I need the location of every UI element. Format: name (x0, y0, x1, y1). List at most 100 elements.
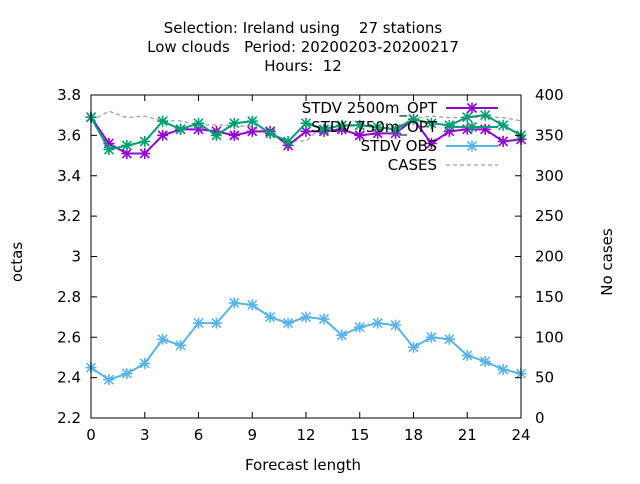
data-point (318, 313, 330, 325)
x-tick-label: 21 (458, 426, 477, 444)
data-point (210, 129, 222, 141)
data-point (103, 374, 115, 386)
data-point (390, 319, 402, 331)
data-point (461, 111, 473, 123)
data-point (246, 299, 258, 311)
data-point (264, 311, 276, 323)
data-point (497, 119, 509, 131)
data-point (246, 125, 258, 137)
data-point (479, 123, 491, 135)
data-point (282, 135, 294, 147)
data-point (175, 123, 187, 135)
x-tick-label: 18 (404, 426, 423, 444)
y-tick-label: 3.8 (57, 86, 81, 104)
legend-item: STDV 2500m_OPT (302, 99, 498, 118)
series-stdv-750m-opt (85, 109, 527, 156)
y-tick-label: 2.6 (57, 328, 81, 346)
data-point (246, 115, 258, 127)
chart-title: Selection: Ireland using 27 stationsLow … (147, 19, 459, 75)
y2-tick-label: 150 (535, 288, 564, 306)
legend-item: STDV OBS (361, 137, 498, 155)
y-tick-label: 3.2 (57, 207, 81, 225)
legend-marker (466, 121, 478, 133)
data-point (103, 144, 115, 156)
x-tick-label: 3 (140, 426, 150, 444)
data-point (479, 109, 491, 121)
data-point (408, 341, 419, 353)
plot-series (85, 109, 527, 386)
y-tick-label: 3.4 (57, 167, 81, 185)
legend-marker (466, 140, 478, 152)
data-point (390, 123, 402, 135)
data-point (300, 117, 312, 129)
y-tick-label: 2.4 (57, 369, 81, 387)
data-point (300, 311, 312, 323)
data-point (228, 117, 240, 129)
y-tick-label: 2.2 (57, 409, 81, 427)
y-tick-label: 3 (71, 248, 81, 266)
data-point (318, 123, 330, 135)
y-tick-label: 3.6 (57, 126, 81, 144)
y2-tick-label: 0 (535, 409, 545, 427)
data-point (157, 333, 169, 345)
x-tick-label: 0 (86, 426, 96, 444)
legend-label: STDV 2500m_OPT (302, 99, 438, 118)
y2-tick-label: 100 (535, 328, 564, 346)
y2-tick-label: 250 (535, 207, 564, 225)
y-axis-label: octas (8, 242, 26, 282)
data-point (443, 119, 455, 131)
x-axis-label: Forecast length (245, 456, 361, 474)
series-stdv-obs (85, 297, 527, 386)
data-point (228, 297, 240, 309)
data-point (497, 364, 509, 376)
data-point (443, 333, 455, 345)
data-point (461, 349, 473, 361)
series-line (90, 110, 522, 142)
data-point (354, 129, 366, 141)
data-point (336, 329, 348, 341)
data-point (372, 121, 384, 133)
legend-item: CASES (388, 156, 498, 174)
data-point (282, 317, 294, 329)
data-point (425, 331, 437, 343)
y2-tick-label: 400 (535, 86, 564, 104)
y-tick-label: 2.8 (57, 288, 81, 306)
legend-marker (466, 102, 478, 114)
series-cases (90, 110, 522, 142)
x-tick-label: 9 (247, 426, 257, 444)
data-point (139, 357, 151, 369)
legend-label: STDV OBS (361, 137, 437, 155)
data-point (157, 129, 169, 141)
chart-title-line: Low clouds Period: 20200203-20200217 (147, 38, 459, 56)
y2-tick-label: 300 (535, 167, 564, 185)
data-point (408, 113, 419, 125)
data-point (425, 117, 437, 129)
data-point (425, 137, 437, 149)
data-point (121, 139, 133, 151)
axes: 0 3 6 9 12 15 18 21 24 2.2 2.4 2.6 2.8 3 3.2 3.4 3.6 3.8 0… (57, 86, 564, 444)
data-point (139, 135, 151, 147)
data-point (175, 339, 187, 351)
data-point (497, 135, 509, 147)
y2-tick-label: 50 (535, 369, 554, 387)
data-point (121, 368, 133, 380)
legend-label: CASES (388, 156, 437, 174)
data-point (479, 355, 491, 367)
data-point (354, 119, 366, 131)
data-point (372, 317, 384, 329)
y2-axis-label: No cases (598, 228, 616, 296)
data-point (264, 127, 276, 139)
data-point (228, 129, 240, 141)
y2-tick-label: 350 (535, 126, 564, 144)
y2-tick-label: 200 (535, 248, 564, 266)
legend-label: STDV 750m_OPT (311, 118, 438, 137)
data-point (210, 317, 222, 329)
x-tick-label: 15 (350, 426, 369, 444)
chart-title-line: Selection: Ireland using 27 stations (164, 19, 443, 37)
data-point (157, 115, 169, 127)
data-point (139, 148, 151, 160)
data-point (336, 119, 348, 131)
